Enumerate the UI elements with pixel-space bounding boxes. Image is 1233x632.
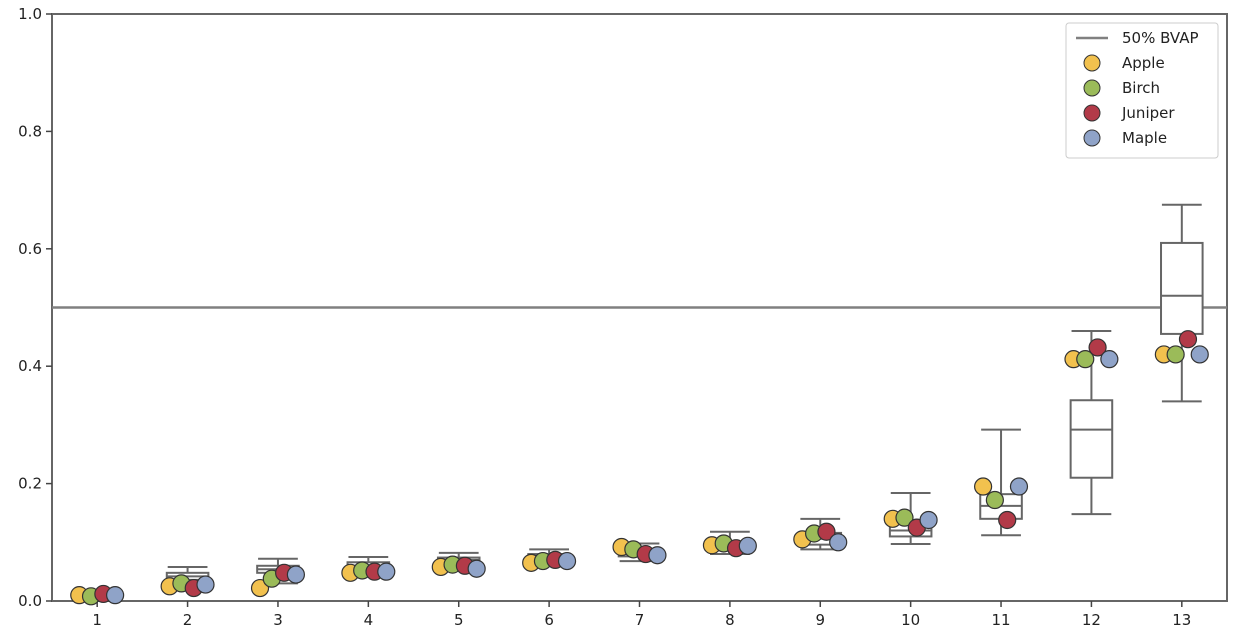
legend-marker-apple — [1083, 54, 1101, 72]
boxplot — [1069, 329, 1114, 516]
x-tick-label: 7 — [635, 611, 645, 629]
point-birch — [1076, 350, 1095, 369]
legend-entry-maple: Maple — [1083, 129, 1167, 147]
strip-points — [70, 330, 1209, 606]
x-tick-label: 12 — [1082, 611, 1101, 629]
legend-marker-maple — [1083, 129, 1101, 147]
point-maple — [829, 533, 848, 552]
point-juniper — [1088, 338, 1107, 357]
legend-frame — [1065, 22, 1219, 159]
y-axis: 0.0 0.2 0.4 0.6 0.8 1.0 — [18, 5, 52, 610]
y-tick-label: 0.2 — [18, 475, 42, 493]
y-tick-label: 0.0 — [18, 592, 42, 610]
point-juniper — [817, 522, 836, 541]
point-maple — [1100, 350, 1119, 369]
x-tick-label: 6 — [544, 611, 554, 629]
point-maple — [467, 559, 486, 578]
y-tick-label: 0.6 — [18, 240, 42, 258]
point-apple — [974, 477, 993, 496]
point-maple — [648, 546, 667, 565]
legend-entry-birch: Birch — [1083, 79, 1160, 97]
legend-marker-birch — [1083, 79, 1101, 97]
legend-label-juniper: Juniper — [1121, 104, 1175, 122]
point-birch — [985, 490, 1004, 510]
point-juniper — [998, 510, 1017, 530]
x-tick-label: 2 — [183, 611, 193, 629]
x-tick-label: 11 — [991, 611, 1010, 629]
legend-label-birch: Birch — [1122, 79, 1160, 97]
point-apple — [250, 578, 270, 598]
y-tick-label: 1.0 — [18, 5, 42, 23]
point-maple — [106, 586, 125, 605]
point-juniper — [1178, 330, 1198, 349]
x-axis: 1 2 3 4 5 6 7 8 9 10 11 12 13 — [92, 601, 1191, 629]
legend-label-maple: Maple — [1122, 129, 1167, 147]
y-tick-label: 0.4 — [18, 357, 42, 375]
x-tick-label: 3 — [273, 611, 283, 629]
x-tick-label: 9 — [815, 611, 825, 629]
legend-entry-juniper: Juniper — [1083, 104, 1175, 122]
x-tick-label: 13 — [1172, 611, 1191, 629]
legend-entry-apple: Apple — [1083, 54, 1165, 72]
point-birch — [1166, 345, 1185, 364]
point-birch — [895, 508, 914, 527]
point-maple — [196, 575, 215, 594]
x-tick-label: 8 — [725, 611, 735, 629]
point-maple — [1009, 477, 1029, 496]
x-tick-label: 5 — [454, 611, 464, 629]
x-tick-label: 1 — [92, 611, 102, 629]
point-maple — [738, 536, 757, 555]
point-maple — [557, 551, 577, 571]
point-maple — [377, 562, 396, 581]
legend-label-apple: Apple — [1122, 54, 1165, 72]
point-maple — [919, 510, 938, 530]
y-tick-label: 0.8 — [18, 122, 42, 140]
box-iqr — [1160, 241, 1204, 335]
point-maple — [1190, 345, 1209, 364]
legend: 50% BVAP Apple Birch Juniper Maple — [1065, 22, 1219, 159]
box-iqr — [1069, 399, 1114, 479]
x-tick-label: 10 — [901, 611, 920, 629]
x-tick-label: 4 — [364, 611, 374, 629]
legend-marker-juniper — [1083, 104, 1101, 122]
point-maple — [286, 565, 305, 584]
legend-label-reference: 50% BVAP — [1122, 29, 1199, 47]
